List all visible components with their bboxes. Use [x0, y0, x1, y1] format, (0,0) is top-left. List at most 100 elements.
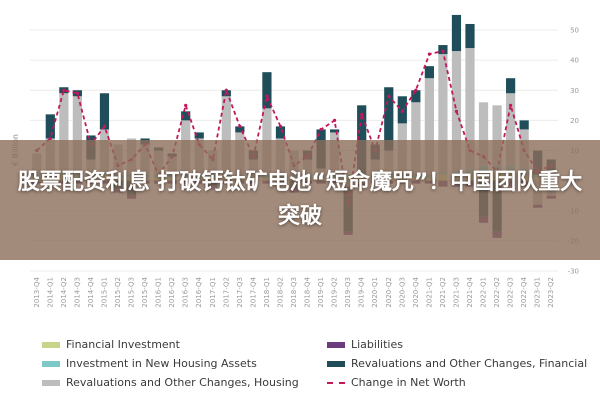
- net-worth-point: [102, 124, 107, 128]
- x-tick-label: 2019-Q3: [344, 277, 352, 308]
- legend-item-net-worth: Change in Net Worth: [327, 376, 466, 389]
- x-tick-label: 2022-Q3: [507, 277, 515, 308]
- bar: [438, 54, 448, 172]
- bar: [492, 105, 502, 166]
- net-worth-point: [427, 52, 431, 56]
- x-tick-label: 2020-Q2: [385, 277, 393, 308]
- x-tick-label: 2014-Q2: [60, 277, 68, 308]
- x-tick-label: 2014-Q1: [46, 277, 54, 308]
- x-tick-label: 2021-Q1: [425, 277, 433, 308]
- net-worth-point: [441, 49, 445, 53]
- legend-label: Revaluations and Other Changes, Housing: [66, 376, 299, 389]
- x-tick-label: 2023-Q1: [534, 277, 542, 308]
- x-tick-label: 2017-Q1: [209, 277, 217, 308]
- legend-item-financial-investment: Financial Investment: [42, 338, 180, 351]
- x-tick-label: 2018-Q2: [276, 277, 284, 308]
- x-tick-label: 2015-Q1: [100, 277, 108, 308]
- x-tick-label: 2016-Q3: [182, 277, 190, 308]
- legend-line-swatch: [327, 381, 345, 384]
- x-tick-label: 2013-Q4: [33, 276, 41, 307]
- net-worth-point: [387, 94, 391, 98]
- overlay-headline: 股票配资利息 打破钙钛矿电池“短命魔咒”！中国团队重大突破: [17, 170, 583, 229]
- x-tick-label: 2020-Q3: [398, 277, 406, 308]
- y-tick-label: 30: [570, 87, 579, 95]
- legend-swatch: [42, 341, 60, 348]
- net-worth-point: [414, 88, 418, 92]
- bar: [275, 126, 286, 139]
- x-tick-label: 2018-Q4: [304, 276, 312, 307]
- x-tick-label: 2019-Q4: [358, 276, 366, 307]
- x-tick-label: 2015-Q2: [114, 277, 122, 308]
- overlay-banner: 股票配资利息 打破钙钛矿电池“短命魔咒”！中国团队重大突破: [0, 140, 600, 260]
- x-tick-label: 2021-Q4: [466, 276, 474, 307]
- x-tick-label: 2017-Q4: [249, 276, 257, 307]
- bar: [181, 111, 191, 121]
- legend-label: Investment in New Housing Assets: [66, 357, 257, 370]
- bar: [506, 78, 516, 94]
- legend-swatch: [42, 360, 60, 367]
- x-tick-label: 2014-Q3: [73, 277, 81, 308]
- x-tick-label: 2019-Q2: [331, 277, 339, 308]
- bar: [411, 102, 421, 175]
- net-worth-point: [224, 88, 228, 92]
- x-tick-label: 2021-Q2: [439, 277, 447, 308]
- x-tick-label: 2015-Q4: [141, 276, 149, 307]
- net-worth-point: [62, 88, 66, 92]
- x-tick-label: 2020-Q1: [371, 277, 379, 308]
- bar: [465, 23, 475, 49]
- legend-label: Financial Investment: [66, 338, 180, 351]
- legend-label: Revaluations and Other Changes, Financia…: [351, 357, 588, 370]
- net-worth-point: [454, 109, 459, 113]
- net-worth-point: [265, 94, 269, 98]
- bar: [357, 105, 367, 175]
- net-worth-point: [319, 127, 323, 132]
- bar: [221, 96, 231, 175]
- net-worth-point: [333, 118, 337, 122]
- net-worth-point: [360, 112, 364, 116]
- bar: [465, 48, 475, 169]
- x-tick-label: 2014-Q4: [87, 276, 95, 307]
- legend-swatch: [42, 379, 60, 386]
- x-tick-label: 2016-Q1: [155, 277, 163, 308]
- legend-label: Liabilities: [351, 338, 403, 351]
- bar: [235, 126, 245, 133]
- legend-item-revaluations-financial: Revaluations and Other Changes, Financia…: [327, 357, 587, 370]
- bar: [72, 96, 82, 175]
- bar: [424, 78, 434, 175]
- bar: [99, 93, 110, 130]
- x-tick-label: 2022-Q4: [520, 276, 528, 307]
- x-tick-label: 2020-Q4: [412, 276, 420, 307]
- bar: [194, 132, 204, 139]
- x-tick-label: 2021-Q3: [452, 277, 460, 308]
- net-worth-point: [184, 103, 188, 107]
- legend-swatch: [327, 360, 345, 367]
- net-worth-point: [509, 103, 513, 107]
- bar: [478, 102, 489, 166]
- x-tick-label: 2016-Q2: [168, 277, 176, 308]
- net-worth-point: [238, 124, 242, 128]
- y-tick-label: 50: [570, 27, 579, 35]
- x-tick-label: 2019-Q1: [317, 277, 325, 308]
- bar: [384, 87, 394, 151]
- x-tick-label: 2017-Q3: [236, 277, 244, 308]
- x-axis-ticks: 2013-Q4 2014-Q1 2014-Q2 2014-Q3 2014-Q4 2015-…: [33, 276, 555, 307]
- bar: [424, 66, 434, 79]
- x-tick-label: 2023-Q2: [547, 277, 555, 308]
- legend-item-liabilities: Liabilities: [327, 338, 403, 351]
- x-tick-label: 2018-Q1: [263, 277, 271, 308]
- bar: [506, 93, 516, 166]
- bar: [411, 90, 421, 103]
- x-tick-label: 2017-Q2: [222, 277, 230, 308]
- y-tick-label: 40: [570, 57, 579, 65]
- x-tick-label: 2018-Q3: [290, 277, 298, 308]
- x-tick-label: 2022-Q1: [480, 277, 488, 308]
- bar: [330, 129, 340, 133]
- y-tick-label: -30: [568, 268, 579, 276]
- legend-swatch: [327, 341, 345, 348]
- net-worth-point: [278, 124, 283, 128]
- x-tick-label: 2015-Q3: [128, 277, 136, 308]
- net-worth-point: [75, 91, 79, 95]
- y-tick-label: 20: [570, 117, 579, 125]
- bar: [519, 120, 529, 130]
- net-worth-point: [400, 109, 404, 113]
